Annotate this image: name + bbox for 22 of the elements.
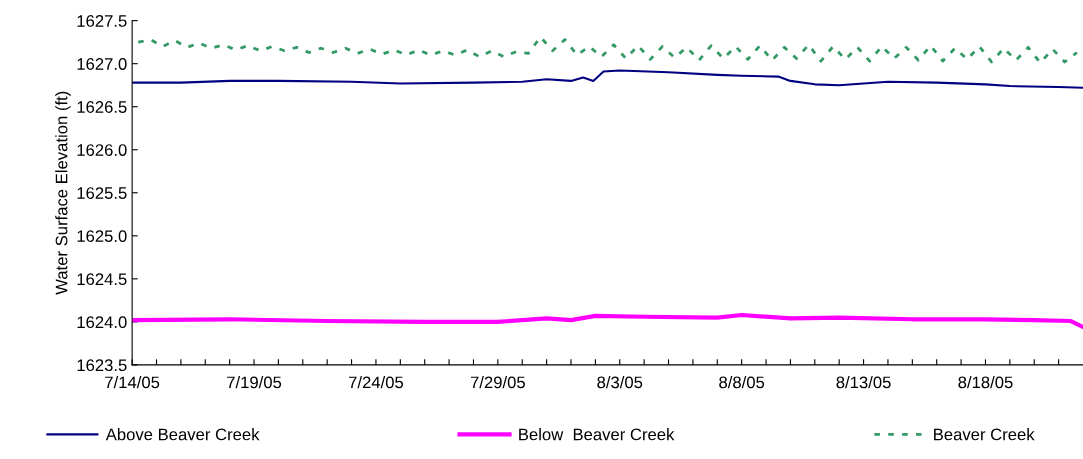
x-tick-label: 7/29/05 — [470, 376, 525, 389]
y-tick-label: 1625.0 — [77, 230, 127, 243]
y-tick-label: 1624.5 — [77, 273, 127, 286]
x-tick-label: 8/13/05 — [836, 376, 891, 389]
x-tick-label: 8/8/05 — [719, 376, 765, 389]
y-tick-label: 1627.5 — [77, 15, 127, 27]
y-tick-label: 1624.0 — [77, 316, 127, 329]
y-tick-label: 1627.0 — [77, 58, 127, 70]
x-tick-label: 8/18/05 — [958, 376, 1013, 389]
line-series — [136, 35, 1079, 65]
y-tick-label: 1626.5 — [77, 101, 127, 113]
legend-label: Below Beaver Creek — [519, 428, 675, 441]
x-tick-label: 8/3/05 — [597, 376, 643, 389]
y-axis-title: Water Surface Elevation (ft) — [55, 91, 71, 295]
legend-label: Above Beaver Creek — [105, 428, 260, 441]
x-tick-label: 7/24/05 — [348, 376, 404, 389]
x-tick-label: 7/19/05 — [227, 376, 282, 389]
legend-label: Beaver Creek — [934, 428, 1035, 441]
x-tick-label: 7/14/05 — [105, 376, 160, 389]
y-tick-label: 1625.5 — [77, 187, 127, 199]
y-tick-label: 1623.5 — [77, 359, 127, 372]
y-tick-label: 1626.0 — [77, 144, 127, 156]
